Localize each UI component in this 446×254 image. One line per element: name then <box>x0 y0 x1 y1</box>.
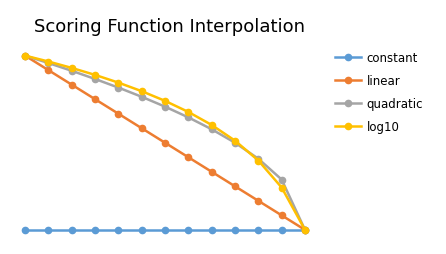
linear <box>116 113 121 116</box>
log10 <box>279 186 285 189</box>
quadratic <box>232 142 238 145</box>
log10 <box>162 100 168 103</box>
Legend: constant, linear, quadratic, log10: constant, linear, quadratic, log10 <box>334 52 423 134</box>
linear <box>92 98 98 101</box>
linear <box>45 69 51 72</box>
quadratic <box>45 62 51 65</box>
constant <box>232 228 238 231</box>
quadratic <box>116 87 121 90</box>
log10 <box>92 74 98 77</box>
log10 <box>116 82 121 85</box>
log10 <box>256 159 261 162</box>
quadratic <box>256 157 261 161</box>
quadratic <box>279 178 285 181</box>
linear <box>279 214 285 217</box>
quadratic <box>302 228 308 231</box>
Line: log10: log10 <box>22 53 308 233</box>
quadratic <box>69 70 74 73</box>
constant <box>69 228 74 231</box>
Text: Scoring Function Interpolation: Scoring Function Interpolation <box>34 18 305 36</box>
quadratic <box>186 116 191 119</box>
Line: quadratic: quadratic <box>22 53 308 233</box>
constant <box>302 228 308 231</box>
constant <box>209 228 215 231</box>
constant <box>116 228 121 231</box>
linear <box>186 156 191 159</box>
linear <box>22 55 28 58</box>
constant <box>139 228 145 231</box>
constant <box>186 228 191 231</box>
log10 <box>186 111 191 114</box>
constant <box>45 228 51 231</box>
constant <box>162 228 168 231</box>
linear <box>232 185 238 188</box>
log10 <box>209 124 215 127</box>
quadratic <box>22 55 28 58</box>
Line: linear: linear <box>22 53 308 233</box>
Line: constant: constant <box>22 227 308 233</box>
constant <box>92 228 98 231</box>
quadratic <box>92 78 98 81</box>
linear <box>162 142 168 145</box>
log10 <box>45 61 51 64</box>
constant <box>279 228 285 231</box>
log10 <box>139 90 145 93</box>
log10 <box>22 55 28 58</box>
constant <box>256 228 261 231</box>
linear <box>69 84 74 87</box>
log10 <box>302 228 308 231</box>
linear <box>256 199 261 202</box>
constant <box>22 228 28 231</box>
linear <box>209 171 215 174</box>
quadratic <box>139 96 145 99</box>
linear <box>139 127 145 130</box>
quadratic <box>209 128 215 131</box>
log10 <box>69 67 74 70</box>
log10 <box>232 140 238 143</box>
quadratic <box>162 106 168 109</box>
linear <box>302 228 308 231</box>
